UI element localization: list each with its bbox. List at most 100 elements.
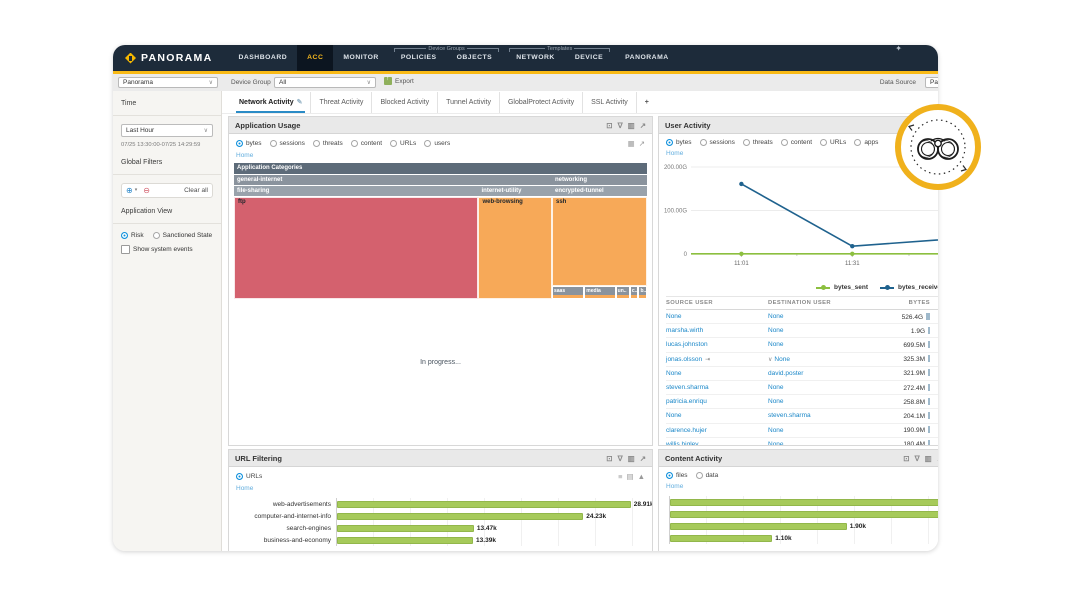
maximize-icon[interactable]: ⊡ — [606, 120, 613, 130]
open-new-icon[interactable]: ↗ — [937, 454, 938, 463]
destination-user-link[interactable]: None — [768, 384, 784, 392]
column-header-bytes[interactable]: BYTES — [908, 300, 930, 306]
metric-option-files[interactable]: files — [666, 472, 688, 479]
view-option-sanctioned-state[interactable]: Sanctioned State — [152, 231, 212, 239]
bar-value[interactable] — [670, 510, 938, 518]
export-button[interactable]: Export — [384, 76, 414, 85]
metric-option-sessions[interactable]: sessions — [269, 140, 305, 147]
column-header-destination-user[interactable]: DESTINATION USER — [768, 300, 831, 306]
tab-blocked-activity[interactable]: Blocked Activity — [372, 91, 439, 113]
treemap-subcategory-encrypted-tunnel[interactable]: encrypted-tunnel — [552, 186, 647, 196]
treemap-app-saas[interactable]: saas — [552, 286, 585, 299]
maximize-icon[interactable]: ⊡ — [606, 453, 613, 463]
filter-icon[interactable]: ∇ — [617, 453, 623, 463]
source-user-link[interactable]: clarence.hujer — [666, 426, 707, 434]
filter-icon[interactable]: ∇ — [914, 453, 920, 463]
destination-user-link[interactable]: None — [768, 426, 784, 434]
tab-network-activity[interactable]: Network Activity ✎ — [231, 91, 312, 113]
bar-chart-icon[interactable]: ≡ — [618, 472, 623, 481]
treemap-subcategory-file-sharing[interactable]: file-sharing — [234, 186, 479, 196]
nav-item-acc[interactable]: ACC — [297, 45, 334, 71]
nav-item-device[interactable]: DEVICE — [574, 54, 604, 61]
metric-option-content[interactable]: content — [780, 139, 812, 146]
treemap-app-c[interactable]: c.. — [629, 286, 639, 299]
destination-user-link[interactable]: None — [774, 355, 790, 363]
treemap-view-icon[interactable]: ▦ — [627, 139, 635, 148]
source-user-link[interactable]: jonas.olsson — [666, 355, 703, 363]
breadcrumb[interactable]: Home — [236, 152, 254, 159]
treemap-category-networking[interactable]: networking — [552, 175, 647, 185]
add-filter-icon[interactable]: ⊕ — [126, 185, 133, 195]
radio-users[interactable] — [424, 140, 432, 147]
breadcrumb[interactable]: Home — [666, 483, 684, 490]
trend-view-icon[interactable]: ↗ — [638, 139, 645, 148]
device-group-select[interactable]: All ∨ — [274, 77, 376, 88]
nav-item-objects[interactable]: OBJECTS — [456, 54, 493, 61]
breadcrumb[interactable]: Home — [236, 485, 254, 492]
destination-user-link[interactable]: None — [768, 440, 784, 446]
view-option-risk[interactable]: Risk — [121, 231, 144, 239]
treemap-app-media[interactable]: media — [584, 286, 616, 299]
bar-business-and-economy[interactable] — [337, 536, 474, 544]
treemap-app-web-browsing[interactable]: web-browsing — [478, 197, 552, 299]
treemap-app-ftp[interactable]: ftp — [234, 197, 479, 299]
radio-sanctioned-state[interactable] — [152, 231, 160, 239]
radio-files[interactable] — [666, 472, 673, 479]
metric-option-users[interactable]: users — [424, 140, 450, 147]
radio-bytes[interactable] — [236, 140, 243, 147]
metric-option-data[interactable]: data — [695, 472, 718, 479]
source-user-link[interactable]: None — [666, 313, 682, 321]
radio-threats[interactable] — [312, 140, 320, 147]
jump-to-icon[interactable]: ⇥ — [705, 356, 711, 363]
bar-value[interactable] — [670, 522, 847, 530]
bar-value[interactable] — [670, 498, 938, 506]
list-view-icon[interactable]: ▤ — [626, 472, 634, 481]
radio-data[interactable] — [695, 472, 703, 479]
bar-search-engines[interactable] — [337, 524, 474, 532]
remove-filter-icon[interactable]: ⊖ — [143, 185, 150, 195]
treemap-subcategory-internet-utility[interactable]: internet-utility — [478, 186, 552, 196]
source-user-link[interactable]: steven.sharma — [666, 384, 709, 392]
destination-user-link[interactable]: None — [768, 398, 784, 406]
nav-item-panorama[interactable]: PANORAMA — [625, 54, 669, 61]
radio-content[interactable] — [350, 140, 358, 147]
columns-icon[interactable]: ▥ — [627, 453, 635, 463]
tab-threat-activity[interactable]: Threat Activity — [311, 91, 373, 113]
source-user-link[interactable]: patricia.enriqu — [666, 398, 707, 406]
data-source-select[interactable]: Pan — [925, 77, 938, 88]
bar-computer-and-internet-info[interactable] — [337, 512, 584, 520]
treemap-app-ssh[interactable]: ssh — [552, 197, 647, 286]
source-user-link[interactable]: lucas.johnston — [666, 341, 708, 349]
metric-option-content[interactable]: content — [350, 140, 382, 147]
bar-web-advertisements[interactable] — [337, 500, 631, 508]
edit-pencil-icon[interactable]: ✎ — [296, 98, 303, 106]
filter-icon[interactable]: ∇ — [617, 120, 623, 130]
radio-risk[interactable] — [121, 231, 128, 239]
breadcrumb[interactable]: Home — [666, 150, 684, 157]
chevron-down-icon[interactable]: ∨ — [768, 356, 773, 363]
treemap-app-un[interactable]: un.. — [615, 286, 630, 299]
metric-option-bytes[interactable]: bytes — [236, 140, 262, 147]
radio-urls[interactable] — [390, 140, 398, 147]
source-user-link[interactable]: None — [666, 412, 682, 420]
legend-item-bytes-sent[interactable]: bytes_sent — [816, 284, 868, 291]
pyramid-view-icon[interactable]: ▲ — [637, 472, 645, 481]
nav-item-policies[interactable]: POLICIES — [400, 54, 437, 61]
destination-user-link[interactable]: None — [768, 327, 784, 335]
columns-icon[interactable]: ▥ — [627, 120, 635, 130]
chevron-down-icon[interactable]: ▾ — [134, 187, 138, 194]
metric-option-threats[interactable]: threats — [742, 139, 773, 146]
show-system-events-option[interactable]: Show system events — [121, 244, 213, 254]
metric-option-bytes[interactable]: bytes — [666, 139, 692, 146]
clear-all-link[interactable]: Clear all — [184, 186, 208, 194]
metric-option-urls[interactable]: URLs — [390, 140, 416, 147]
source-user-link[interactable]: None — [666, 369, 682, 377]
metric-option-apps[interactable]: apps — [854, 139, 878, 146]
column-header-sessions[interactable]: SESSIONS — [930, 300, 938, 306]
time-range-select[interactable]: Last Hour ∨ — [121, 124, 213, 137]
radio-content[interactable] — [780, 139, 788, 146]
columns-icon[interactable]: ▥ — [924, 453, 932, 463]
source-user-link[interactable]: willis.higley — [666, 440, 699, 446]
radio-threats[interactable] — [742, 139, 750, 146]
destination-user-link[interactable]: None — [768, 313, 784, 321]
